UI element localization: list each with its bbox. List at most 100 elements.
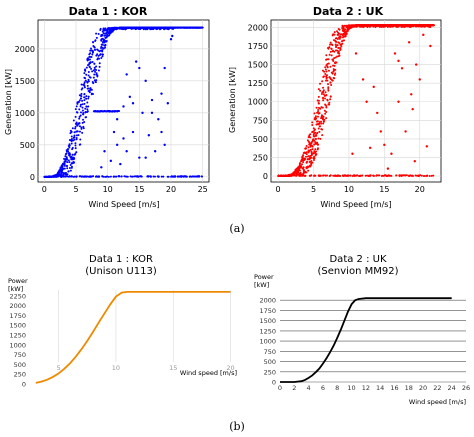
x-tick-label: 6 xyxy=(321,384,325,392)
data-point xyxy=(405,174,408,177)
data-point xyxy=(146,175,149,178)
data-point xyxy=(100,166,103,169)
data-point xyxy=(92,76,95,79)
data-point xyxy=(387,24,390,27)
x-tick-label: 5 xyxy=(57,364,61,372)
data-point xyxy=(323,94,326,97)
data-point xyxy=(112,28,115,31)
data-point xyxy=(338,37,341,40)
data-point xyxy=(97,69,100,72)
data-point xyxy=(79,143,82,146)
data-point xyxy=(122,105,125,108)
data-point xyxy=(385,174,388,177)
data-point xyxy=(390,174,393,177)
data-point xyxy=(329,41,332,44)
data-point xyxy=(322,75,325,78)
data-point xyxy=(103,110,106,113)
data-point xyxy=(341,34,344,37)
data-point xyxy=(398,24,401,27)
data-point xyxy=(317,108,320,111)
data-point xyxy=(303,157,306,160)
data-point xyxy=(320,122,323,125)
data-point xyxy=(295,169,298,172)
data-point xyxy=(376,25,379,28)
data-point xyxy=(336,37,339,40)
x-tick-label: 18 xyxy=(405,384,413,392)
data-point xyxy=(301,163,304,166)
data-point xyxy=(94,39,97,42)
data-point xyxy=(343,31,346,34)
data-point xyxy=(74,144,77,147)
data-point xyxy=(111,110,114,113)
data-point xyxy=(319,89,322,92)
data-point xyxy=(80,83,83,86)
data-point xyxy=(104,32,107,35)
chart-title: Data 1 : KOR xyxy=(89,254,153,265)
data-point xyxy=(134,60,138,63)
data-point xyxy=(337,47,340,50)
data-point xyxy=(78,125,81,128)
x-tick-label: 16 xyxy=(390,384,398,392)
x-tick-label: 10 xyxy=(112,364,120,372)
data-point xyxy=(83,69,86,72)
data-point xyxy=(106,31,109,34)
plot-frame xyxy=(37,19,210,183)
y-axis-label: Power xyxy=(8,277,28,285)
data-point xyxy=(150,27,153,30)
data-point xyxy=(93,46,96,49)
data-point xyxy=(144,156,147,159)
data-point xyxy=(90,175,93,178)
data-point xyxy=(302,171,305,174)
data-point xyxy=(78,108,81,111)
data-point xyxy=(419,174,422,177)
data-point xyxy=(90,55,93,58)
data-point xyxy=(74,147,77,150)
data-point xyxy=(404,130,407,133)
data-point xyxy=(162,26,165,29)
data-point xyxy=(87,87,90,90)
data-point xyxy=(290,174,293,177)
data-point xyxy=(429,26,432,28)
data-point xyxy=(193,26,196,29)
data-point xyxy=(73,131,76,134)
data-point xyxy=(332,69,335,72)
data-point xyxy=(327,89,330,92)
data-point xyxy=(324,91,327,94)
data-point xyxy=(317,106,320,109)
data-point xyxy=(83,76,86,79)
data-point xyxy=(309,156,312,159)
data-point xyxy=(379,130,382,133)
data-point xyxy=(351,174,354,177)
data-point xyxy=(286,174,289,177)
data-point xyxy=(299,172,302,175)
data-point xyxy=(69,169,72,172)
data-point xyxy=(166,102,170,105)
data-point xyxy=(336,55,339,58)
data-point xyxy=(134,27,137,30)
data-point xyxy=(76,130,79,133)
data-point xyxy=(50,175,53,178)
data-point xyxy=(73,138,76,141)
data-point xyxy=(71,162,74,165)
data-point xyxy=(349,24,352,27)
data-point xyxy=(96,74,99,77)
data-point xyxy=(110,27,113,30)
y-tick-label: 500 xyxy=(20,141,35,150)
data-point xyxy=(302,161,305,164)
x-axis-label: Wind Speed [m/s] xyxy=(88,200,159,209)
data-point xyxy=(426,174,429,177)
data-point xyxy=(109,159,113,163)
data-point xyxy=(139,175,142,178)
data-point xyxy=(195,26,198,29)
data-point xyxy=(153,175,156,178)
data-point xyxy=(326,99,329,102)
data-point xyxy=(367,174,370,177)
data-point xyxy=(150,111,154,115)
y-axis-unit: [kW] xyxy=(254,281,269,289)
data-point xyxy=(322,99,325,102)
x-tick-label: 20 xyxy=(166,185,176,194)
data-point xyxy=(335,40,338,43)
series-line xyxy=(280,297,452,383)
data-point xyxy=(308,149,311,152)
data-point xyxy=(131,130,135,134)
